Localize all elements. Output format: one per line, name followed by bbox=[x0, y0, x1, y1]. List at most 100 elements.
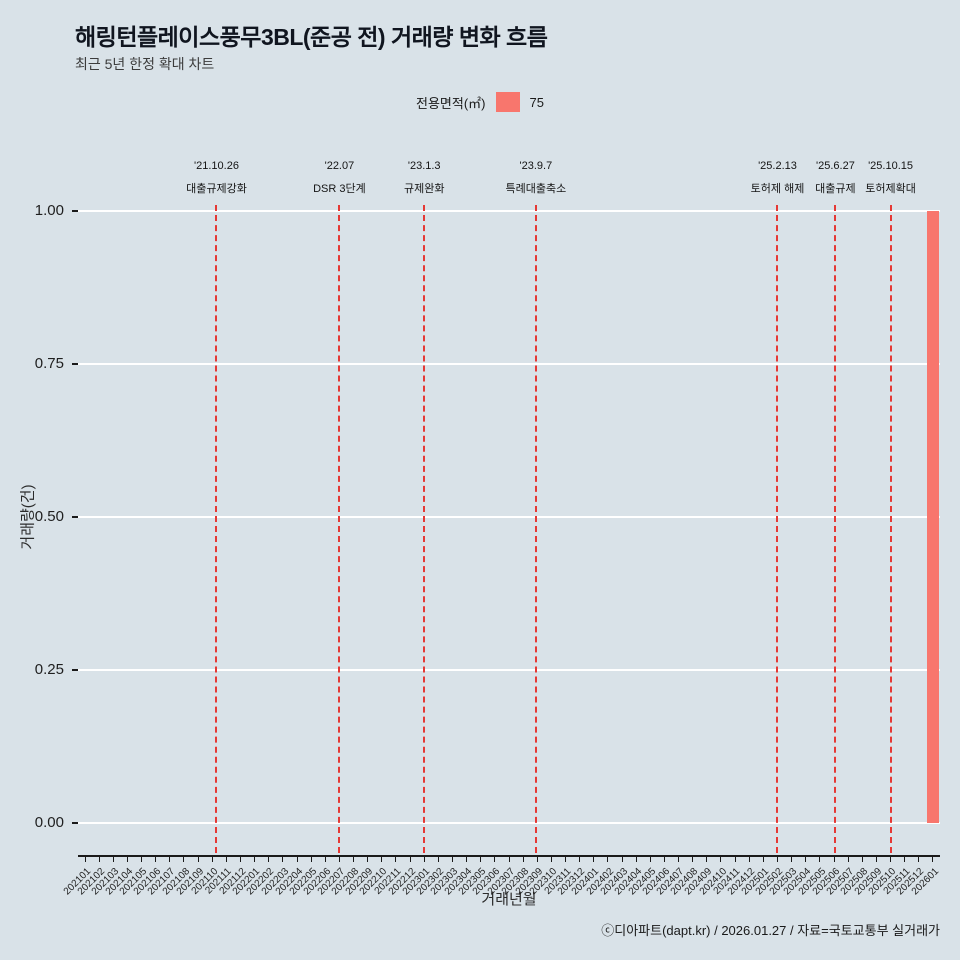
x-tick-mark bbox=[98, 857, 100, 862]
x-tick-mark bbox=[932, 857, 934, 862]
x-tick-mark bbox=[310, 857, 312, 862]
x-tick-mark bbox=[776, 857, 778, 862]
event-line bbox=[534, 205, 537, 853]
event-line bbox=[338, 205, 341, 853]
y-tick-label: 1.00 bbox=[34, 202, 64, 219]
legend-value: 75 bbox=[529, 94, 544, 110]
x-tick-mark bbox=[84, 857, 86, 862]
x-tick-mark bbox=[367, 857, 369, 862]
event-line bbox=[215, 205, 218, 853]
x-tick-mark bbox=[805, 857, 807, 862]
x-tick-mark bbox=[692, 857, 694, 862]
x-tick-mark bbox=[240, 857, 241, 862]
x-tick-mark bbox=[593, 857, 595, 862]
x-tick-mark bbox=[183, 857, 185, 862]
x-tick-mark bbox=[706, 857, 708, 862]
legend-swatch bbox=[495, 92, 520, 112]
y-gridline bbox=[78, 822, 940, 824]
y-tick-label: 0.25 bbox=[34, 661, 64, 678]
x-tick-mark bbox=[112, 857, 114, 862]
x-tick-mark bbox=[875, 857, 877, 862]
x-tick-mark bbox=[296, 857, 298, 862]
event-line bbox=[776, 205, 779, 853]
x-tick-mark bbox=[607, 857, 609, 862]
x-tick-mark bbox=[861, 857, 863, 862]
event-label: 규제완화 bbox=[403, 183, 445, 195]
x-tick-mark bbox=[678, 857, 680, 862]
event-label: 특례대출축소 bbox=[505, 183, 567, 195]
bar bbox=[926, 211, 940, 823]
footer-credit: ⓒ디아파트(dapt.kr) / 2026.01.27 / 자료=국토교통부 실… bbox=[601, 923, 940, 938]
x-tick-mark bbox=[409, 857, 411, 862]
x-tick-mark bbox=[508, 857, 510, 862]
event-label: 토허제확대 bbox=[865, 183, 916, 195]
x-tick-mark bbox=[451, 857, 453, 862]
y-tick-mark bbox=[72, 516, 78, 518]
x-axis-line bbox=[78, 855, 940, 857]
x-tick-mark bbox=[847, 857, 849, 862]
x-tick-mark bbox=[890, 857, 892, 862]
x-tick-mark bbox=[748, 857, 750, 862]
x-tick-mark bbox=[494, 857, 496, 862]
event-date: '25.2.13 bbox=[758, 160, 797, 172]
x-tick-mark bbox=[268, 857, 270, 862]
x-tick-mark bbox=[621, 857, 623, 862]
y-tick-label: 0.75 bbox=[34, 355, 64, 372]
chart-title: 해링턴플레이스풍무3BL(준공 전) 거래량 변화 흐름 bbox=[75, 24, 548, 50]
x-tick-mark bbox=[762, 857, 764, 862]
x-tick-mark bbox=[324, 857, 326, 862]
event-label: 토허제 해제 bbox=[750, 183, 805, 195]
x-tick-mark bbox=[579, 857, 581, 862]
x-tick-mark bbox=[155, 857, 157, 862]
event-label: DSR 3단계 bbox=[313, 183, 366, 195]
event-line bbox=[889, 205, 892, 853]
event-line bbox=[423, 205, 426, 853]
x-tick-mark bbox=[904, 857, 906, 862]
x-tick-mark bbox=[353, 857, 355, 862]
y-gridline bbox=[78, 669, 940, 671]
x-tick-mark bbox=[833, 857, 835, 862]
legend-title: 전용면적(㎡) bbox=[416, 95, 486, 111]
y-tick-mark bbox=[72, 210, 78, 212]
y-gridline bbox=[78, 516, 940, 518]
y-tick-label: 0.00 bbox=[34, 814, 64, 831]
chart-subtitle: 최근 5년 한정 확대 차트 bbox=[75, 56, 215, 72]
event-label: 대출규제강화 bbox=[186, 183, 247, 195]
y-tick-label: 0.50 bbox=[34, 508, 64, 525]
legend: 전용면적(㎡) 75 bbox=[0, 92, 960, 112]
x-tick-mark bbox=[381, 857, 383, 862]
x-tick-mark bbox=[211, 857, 213, 862]
y-tick-mark bbox=[72, 669, 78, 671]
x-tick-mark bbox=[791, 857, 793, 862]
x-tick-mark bbox=[169, 857, 171, 862]
x-tick-mark bbox=[536, 857, 538, 862]
x-tick-mark bbox=[918, 857, 920, 862]
x-tick-mark bbox=[141, 857, 143, 862]
x-axis-title: 거래년월 bbox=[481, 891, 537, 908]
x-tick-mark bbox=[466, 857, 468, 862]
y-gridline bbox=[78, 210, 940, 212]
x-tick-mark bbox=[734, 857, 736, 862]
x-tick-mark bbox=[480, 857, 482, 862]
y-tick-mark bbox=[72, 363, 78, 365]
x-tick-mark bbox=[819, 857, 821, 862]
x-tick-mark bbox=[720, 857, 722, 862]
event-line bbox=[834, 205, 837, 853]
y-gridline bbox=[78, 363, 940, 365]
event-date: '23.1.3 bbox=[407, 160, 441, 172]
event-date: '25.6.27 bbox=[816, 160, 855, 172]
x-tick-mark bbox=[635, 857, 637, 862]
x-tick-mark bbox=[126, 857, 128, 862]
x-tick-mark bbox=[437, 857, 439, 862]
x-tick-mark bbox=[395, 857, 397, 862]
event-date: '22.07 bbox=[324, 160, 355, 172]
x-tick-mark bbox=[282, 857, 284, 862]
event-date: '23.9.7 bbox=[519, 160, 553, 172]
x-tick-mark bbox=[663, 857, 665, 862]
x-tick-mark bbox=[522, 857, 524, 862]
x-tick-mark bbox=[550, 857, 552, 862]
x-tick-mark bbox=[649, 857, 651, 862]
x-tick-mark bbox=[338, 857, 340, 862]
